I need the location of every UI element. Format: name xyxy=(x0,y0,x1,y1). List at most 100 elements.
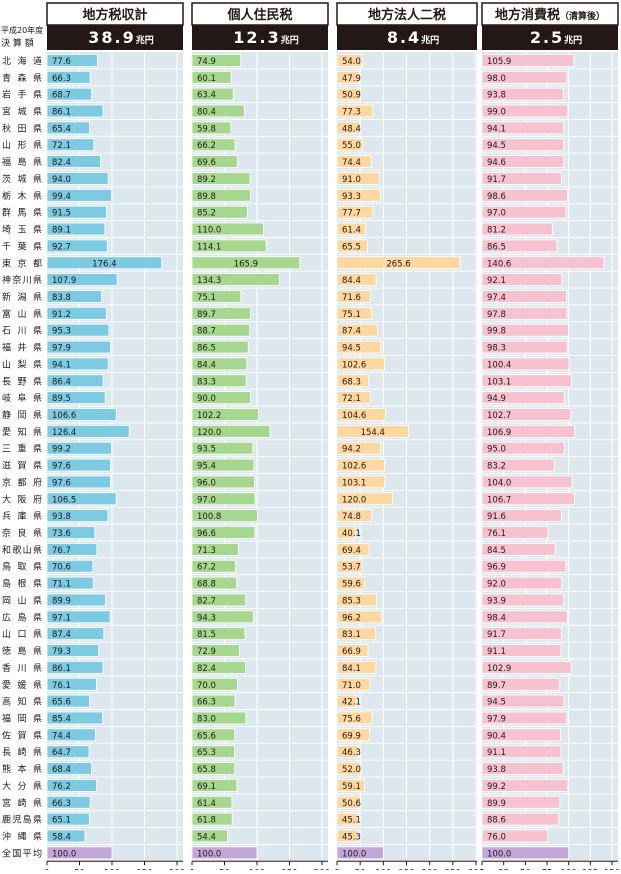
prefecture-label: 栃木県 xyxy=(2,190,42,202)
value-label: 71.0 xyxy=(342,681,361,691)
bar xyxy=(46,121,90,135)
value-label: 106.9 xyxy=(487,428,511,438)
bar xyxy=(191,391,251,405)
bar xyxy=(336,458,385,472)
prefecture-label: 埼玉県 xyxy=(2,224,42,236)
prefecture-label: 佐賀県 xyxy=(2,729,42,741)
average-value-label: 100.0 xyxy=(52,849,76,859)
bar xyxy=(336,205,374,219)
bar xyxy=(481,627,562,641)
value-label: 85.4 xyxy=(52,714,71,724)
prefecture-label: 茨城県 xyxy=(2,173,42,185)
value-label: 102.6 xyxy=(342,360,366,370)
value-label: 84.1 xyxy=(342,664,361,674)
value-label: 70.6 xyxy=(52,563,71,573)
bar xyxy=(191,458,255,472)
value-label: 92.7 xyxy=(52,242,71,252)
value-label: 97.9 xyxy=(487,714,506,724)
bar xyxy=(481,323,569,337)
value-label: 45.3 xyxy=(342,832,361,842)
bar xyxy=(46,745,90,759)
panel-total-box xyxy=(192,25,328,50)
value-label: 97.6 xyxy=(52,462,71,472)
value-label: 91.2 xyxy=(52,310,71,320)
value-label: 134.3 xyxy=(197,276,221,286)
value-label: 100.4 xyxy=(487,360,511,370)
prefecture-label: 長崎県 xyxy=(2,746,42,758)
value-label: 94.6 xyxy=(487,158,506,168)
bar xyxy=(46,155,101,168)
bar xyxy=(46,492,117,506)
value-label: 58.4 xyxy=(52,832,71,842)
prefecture-label: 新潟県 xyxy=(2,291,42,303)
value-label: 65.8 xyxy=(197,765,216,775)
value-label: 95.4 xyxy=(197,462,216,472)
bar xyxy=(191,795,233,809)
value-label: 102.9 xyxy=(487,664,511,674)
value-label: 72.9 xyxy=(197,647,216,657)
value-label: 47.9 xyxy=(342,74,361,84)
bar xyxy=(336,155,372,168)
bar xyxy=(481,104,569,118)
bar xyxy=(336,711,373,725)
prefecture-label: 愛知県 xyxy=(2,426,42,438)
value-label: 71.1 xyxy=(52,580,71,590)
value-label: 98.0 xyxy=(487,74,506,84)
value-label: 94.5 xyxy=(487,141,506,151)
bar xyxy=(191,542,239,556)
value-label: 73.6 xyxy=(52,529,71,539)
bar xyxy=(336,222,366,236)
value-label: 65.3 xyxy=(197,748,216,758)
bar xyxy=(46,256,163,270)
prefecture-label: 長野県 xyxy=(2,376,42,387)
bar xyxy=(336,559,363,573)
value-label: 103.1 xyxy=(487,377,511,387)
bar xyxy=(191,779,238,792)
value-label: 60.1 xyxy=(197,74,216,84)
prefecture-label: 奈良県 xyxy=(2,527,42,539)
bar xyxy=(46,54,98,67)
bar xyxy=(191,138,236,152)
prefecture-label: 京都府 xyxy=(2,476,42,488)
value-label: 89.7 xyxy=(487,681,506,691)
value-label: 94.5 xyxy=(487,698,506,708)
value-label: 97.1 xyxy=(52,613,71,623)
bar xyxy=(481,779,569,792)
panel-total: 38.9兆円 xyxy=(88,28,154,47)
bar xyxy=(46,239,108,253)
value-label: 76.1 xyxy=(52,681,71,691)
prefecture-label: 高知県 xyxy=(2,696,42,708)
value-label: 87.4 xyxy=(342,327,361,337)
value-label: 97.8 xyxy=(487,310,506,320)
corner-label-year: 平成20年度 xyxy=(1,25,43,35)
bar xyxy=(191,441,254,455)
panel-2: 個人住民税 12.3兆円 74.9 60.1 63.4 80.4 59.8 66.2 69.6 8… xyxy=(189,2,330,874)
value-label: 54.0 xyxy=(342,57,361,67)
value-label: 76.1 xyxy=(487,529,506,539)
corner-label-type: 決 算 額 xyxy=(1,37,34,49)
value-label: 93.3 xyxy=(342,192,361,202)
bar xyxy=(46,424,130,438)
corner-label: 平成20年度 決 算 額 xyxy=(1,25,43,49)
value-label: 84.5 xyxy=(487,546,506,556)
prefecture-label: 香川県 xyxy=(2,663,42,674)
bar xyxy=(336,104,374,118)
value-label: 92.0 xyxy=(487,580,506,590)
bar xyxy=(336,593,377,607)
bar xyxy=(46,222,106,236)
prefecture-label: 千葉県 xyxy=(2,240,42,252)
value-label: 83.2 xyxy=(487,462,506,472)
value-label: 79.3 xyxy=(52,647,71,657)
panel-4: 地方消費税（清算後） 2.5兆円 105.9 98.0 93.8 99.0 94.1 94.5… xyxy=(479,2,620,874)
prefecture-label: 兵庫県 xyxy=(2,510,42,522)
bar xyxy=(336,188,381,202)
value-label: 93.8 xyxy=(52,512,71,522)
prefecture-label: 福島県 xyxy=(2,156,42,168)
bar xyxy=(191,104,245,118)
bar xyxy=(46,87,93,101)
value-label: 99.8 xyxy=(487,327,506,337)
bar xyxy=(191,121,232,135)
panel-3: 地方法人二税 8.4兆円 54.0 47.9 50.9 77.3 48.4 55.0 74.4 9… xyxy=(334,2,484,874)
prefecture-label: 福井県 xyxy=(2,342,42,354)
value-label: 92.1 xyxy=(487,276,506,286)
